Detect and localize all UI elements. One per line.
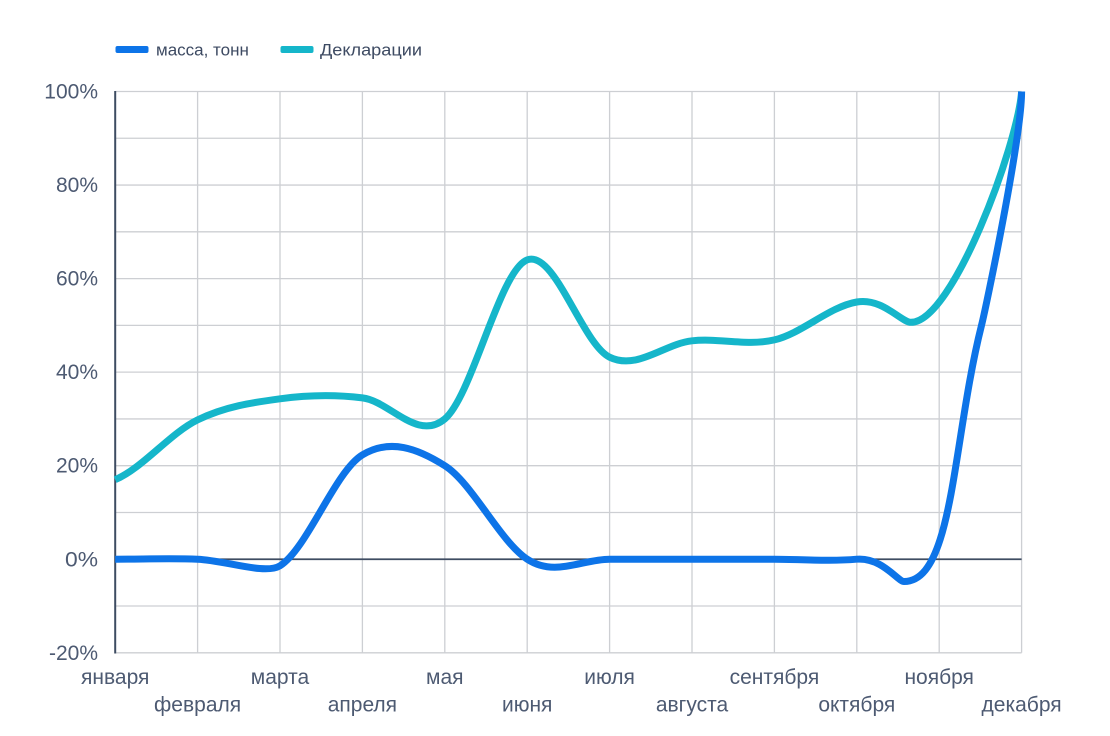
svg-text:сентября: сентября — [730, 666, 820, 689]
svg-text:марта: марта — [251, 666, 310, 689]
svg-text:июля: июля — [584, 666, 635, 689]
svg-text:100%: 100% — [44, 81, 98, 104]
svg-text:20%: 20% — [56, 455, 98, 478]
svg-text:мая: мая — [426, 666, 464, 689]
svg-text:октября: октября — [818, 694, 895, 717]
svg-text:апреля: апреля — [328, 694, 397, 717]
svg-text:-20%: -20% — [49, 642, 98, 665]
svg-text:масса, тонн: масса, тонн — [156, 41, 249, 60]
svg-text:0%: 0% — [65, 548, 98, 571]
svg-text:Декларации: Декларации — [320, 41, 422, 60]
svg-text:40%: 40% — [56, 361, 98, 384]
svg-text:августа: августа — [656, 694, 729, 717]
svg-text:января: января — [81, 666, 149, 689]
svg-text:60%: 60% — [56, 268, 98, 291]
svg-text:80%: 80% — [56, 174, 98, 197]
svg-text:декабря: декабря — [982, 694, 1062, 717]
svg-text:июня: июня — [502, 694, 552, 717]
svg-text:февраля: февраля — [154, 694, 241, 717]
svg-text:ноября: ноября — [904, 666, 974, 689]
